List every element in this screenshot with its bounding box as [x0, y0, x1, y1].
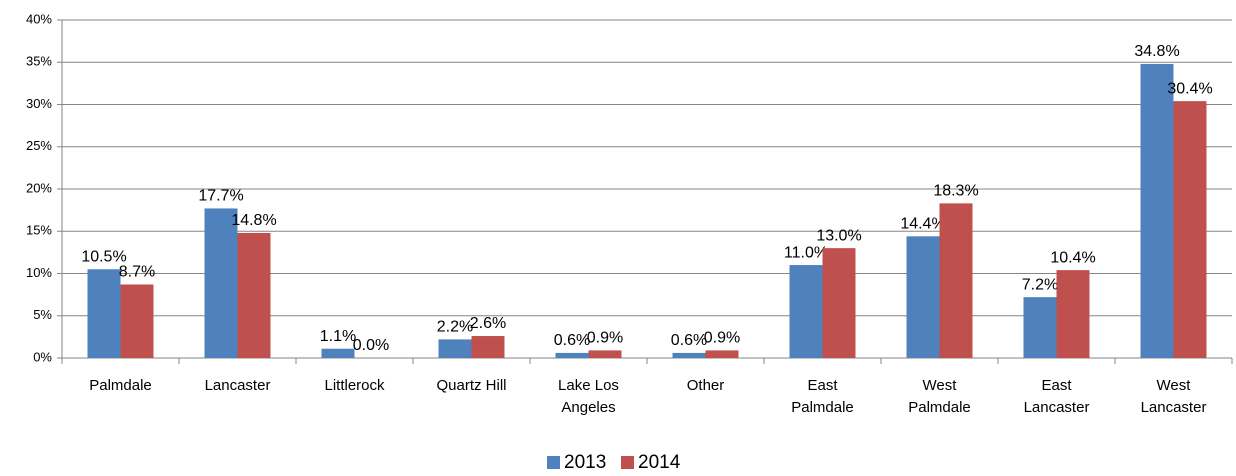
legend-label: 2013 — [564, 452, 606, 473]
bar — [1140, 63, 1174, 358]
value-label: 10.4% — [1050, 249, 1095, 266]
y-tick-label: 30% — [26, 96, 52, 111]
x-tick-label: Lancaster — [204, 377, 271, 394]
bar — [705, 350, 739, 358]
bar — [1023, 297, 1057, 358]
x-tick-label: East Lancaster — [1023, 377, 1090, 416]
value-label: 11.0% — [784, 244, 828, 261]
value-label: 0.9% — [704, 330, 740, 347]
bar — [1056, 270, 1090, 358]
bar — [789, 265, 823, 358]
y-tick-label: 0% — [33, 349, 52, 364]
y-tick-label: 20% — [26, 180, 52, 195]
bar — [672, 352, 706, 358]
bar — [822, 248, 856, 358]
value-label: 34.8% — [1134, 43, 1179, 60]
value-label: 17.7% — [198, 188, 243, 205]
y-tick-label: 5% — [33, 307, 52, 322]
value-label: 13.0% — [816, 227, 861, 244]
value-label: 30.4% — [1167, 80, 1212, 97]
legend-swatch — [621, 456, 634, 469]
bar — [906, 236, 940, 358]
value-label: 7.2% — [1022, 276, 1058, 293]
x-tick-label: Other — [686, 377, 725, 394]
value-label: 0.0% — [353, 337, 389, 354]
bar — [321, 348, 355, 358]
y-tick-label: 15% — [26, 223, 52, 238]
value-label: 10.5% — [81, 248, 126, 265]
value-label: 14.4% — [900, 216, 945, 233]
bar — [471, 336, 505, 358]
bar — [87, 269, 121, 358]
value-label: 0.6% — [554, 332, 590, 349]
bar — [555, 352, 589, 358]
bar — [588, 350, 622, 358]
y-tick-label: 40% — [26, 11, 52, 26]
y-tick-label: 35% — [26, 54, 52, 69]
value-label: 0.6% — [671, 332, 707, 349]
bar — [120, 284, 154, 358]
y-tick-label: 25% — [26, 138, 52, 153]
value-label: 2.6% — [470, 315, 506, 332]
bar — [204, 208, 238, 358]
x-tick-label: Littlerock — [324, 377, 385, 394]
value-label: 18.3% — [933, 183, 978, 200]
value-label: 0.9% — [587, 330, 623, 347]
x-tick-label: East Palmdale — [791, 377, 854, 416]
legend-label: 2014 — [638, 452, 681, 473]
x-tick-label: West Palmdale — [908, 377, 971, 416]
x-tick-label: Quartz Hill — [436, 377, 507, 394]
x-tick-label: Lake Los Angeles — [558, 377, 619, 416]
legend-swatch — [547, 456, 560, 469]
bar — [237, 232, 271, 358]
value-label: 14.8% — [231, 212, 276, 229]
value-label: 1.1% — [320, 328, 356, 345]
bar — [438, 339, 472, 358]
value-label: 8.7% — [119, 264, 155, 281]
bar — [1173, 101, 1207, 359]
y-tick-label: 10% — [26, 265, 52, 280]
bar — [939, 203, 973, 358]
x-tick-label: West Lancaster — [1140, 377, 1207, 416]
value-label: 2.2% — [437, 319, 473, 336]
x-tick-label: Palmdale — [89, 377, 152, 394]
